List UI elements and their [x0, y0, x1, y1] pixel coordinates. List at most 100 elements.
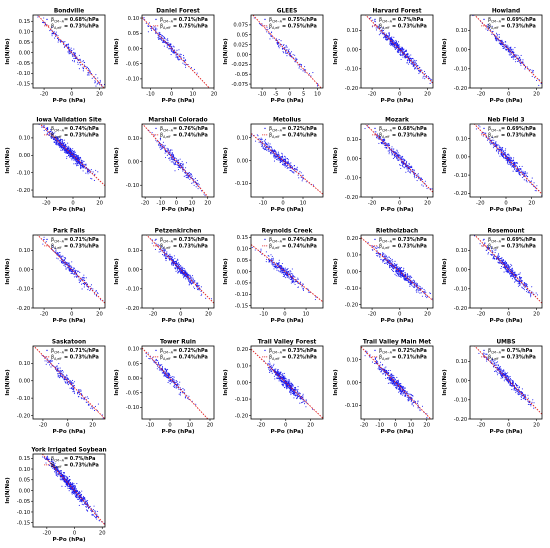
- legend-marker: [155, 238, 157, 241]
- x-tick-label: 10: [189, 201, 196, 207]
- data-point: [182, 266, 184, 268]
- data-point: [506, 266, 508, 268]
- data-point: [400, 58, 402, 61]
- data-point: [160, 250, 162, 252]
- data-point: [280, 40, 282, 42]
- data-point: [171, 255, 173, 257]
- data-point: [60, 39, 62, 41]
- x-tick-label: -20: [40, 92, 48, 98]
- data-point: [424, 291, 426, 293]
- data-point: [277, 159, 279, 161]
- data-point: [67, 263, 69, 265]
- data-point: [182, 268, 184, 270]
- data-point: [282, 268, 284, 270]
- data-point: [57, 374, 59, 376]
- data-point: [266, 148, 268, 150]
- data-point: [277, 151, 279, 153]
- data-point: [278, 265, 280, 267]
- data-point: [398, 273, 400, 275]
- data-point: [290, 165, 292, 167]
- data-point: [80, 391, 82, 393]
- data-point: [178, 54, 180, 56]
- data-point: [528, 181, 531, 183]
- data-point: [508, 266, 510, 268]
- data-point: [376, 246, 378, 248]
- data-point: [431, 79, 433, 81]
- y-tick-label: 0.00: [19, 267, 31, 273]
- data-point: [403, 50, 406, 52]
- data-point: [522, 61, 524, 63]
- data-point: [248, 129, 249, 130]
- data-point: [402, 49, 404, 51]
- data-point: [165, 252, 167, 254]
- data-point: [51, 33, 53, 35]
- data-point: [409, 282, 411, 284]
- data-point: [391, 258, 393, 260]
- data-point: [51, 249, 53, 251]
- data-point: [510, 156, 512, 158]
- x-tick-label: 0: [398, 201, 401, 207]
- data-point: [412, 64, 414, 66]
- data-point: [265, 141, 267, 144]
- data-point: [278, 153, 280, 155]
- data-point: [162, 41, 164, 43]
- data-point: [391, 43, 393, 45]
- data-point: [504, 44, 506, 46]
- beta-cm-a-symbol: βCM−A: [160, 17, 174, 23]
- data-point: [521, 165, 523, 167]
- data-point: [46, 358, 48, 360]
- beta-cm-a-symbol: βCM−A: [269, 237, 283, 243]
- data-point: [492, 258, 494, 260]
- data-point: [73, 381, 76, 383]
- data-point: [197, 182, 199, 184]
- data-point: [510, 160, 512, 162]
- data-point: [282, 44, 285, 46]
- data-point: [177, 258, 179, 260]
- data-point: [267, 142, 269, 144]
- data-point: [411, 168, 414, 170]
- data-point: [188, 172, 191, 174]
- data-point: [502, 259, 505, 261]
- data-point: [399, 46, 401, 48]
- y-axis-label: ln(N/No): [114, 147, 120, 174]
- data-point: [292, 279, 294, 281]
- data-point: [56, 136, 58, 138]
- y-tick-label: 0.00: [237, 158, 249, 164]
- data-point: [525, 283, 527, 285]
- data-point: [171, 258, 173, 260]
- data-point: [170, 153, 173, 156]
- data-point: [56, 33, 58, 35]
- data-point: [418, 71, 421, 73]
- data-point: [61, 147, 63, 149]
- legend-marker: [483, 18, 485, 21]
- data-point: [73, 157, 76, 159]
- y-tick-label: -0.10: [345, 286, 358, 292]
- data-point: [399, 47, 401, 50]
- data-point: [507, 157, 509, 159]
- data-point: [170, 156, 172, 158]
- data-point: [166, 147, 168, 149]
- data-point: [519, 165, 521, 167]
- data-point: [434, 194, 435, 195]
- data-point: [498, 146, 501, 148]
- data-point: [418, 67, 421, 69]
- data-point: [439, 302, 440, 303]
- beta-cm-a-symbol: βCM−A: [379, 17, 393, 23]
- data-point: [413, 173, 415, 175]
- data-point: [410, 275, 412, 277]
- data-point: [94, 173, 96, 175]
- data-point: [395, 42, 398, 44]
- data-point: [382, 29, 384, 31]
- data-point: [424, 76, 426, 78]
- data-point: [284, 156, 286, 158]
- data-point: [68, 269, 70, 271]
- data-point: [286, 165, 288, 167]
- data-point: [513, 276, 515, 278]
- data-point: [526, 181, 528, 183]
- data-point: [514, 55, 516, 57]
- data-point: [154, 26, 156, 28]
- data-point: [411, 60, 413, 62]
- data-point: [79, 156, 82, 158]
- data-point: [389, 265, 391, 268]
